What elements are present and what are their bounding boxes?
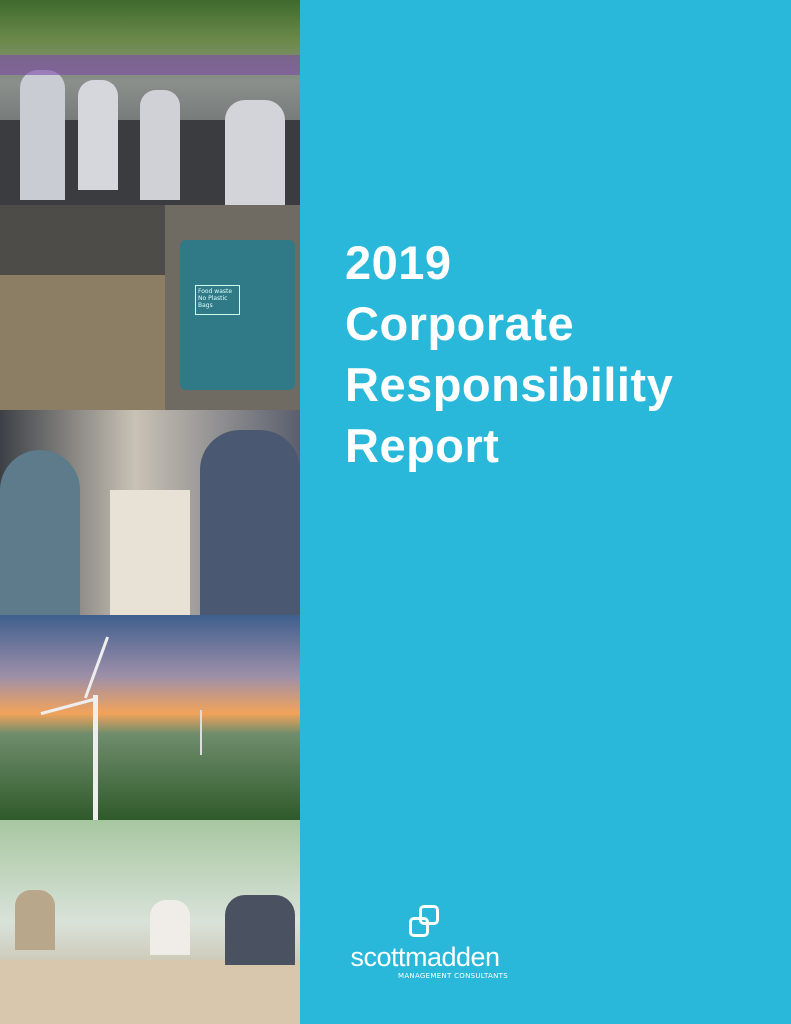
logo-mark-icon [407,905,443,941]
title-line: Corporate [345,297,575,350]
photo-waste-bin: Food waste No Plastic Bags [0,205,300,410]
photo-wind-turbines [0,615,300,820]
bin-label: Food waste No Plastic Bags [195,285,240,315]
photo-volunteers-packing [0,410,300,615]
logo-tagline: MANAGEMENT CONSULTANTS [398,972,508,980]
cover-panel: 2019 Corporate Responsibility Report sco… [300,0,791,1024]
bin-label-line: No Plastic Bags [198,295,228,309]
photo-charity-walk [0,0,300,205]
title-line: Report [345,419,500,472]
report-title: 2019 Corporate Responsibility Report [345,232,673,476]
photo-column: Food waste No Plastic Bags [0,0,300,1024]
scottmadden-logo: scottmadden MANAGEMENT CONSULTANTS [342,905,508,980]
logo-brand: scottmadden [350,942,500,972]
title-line: Responsibility [345,358,674,411]
title-line: 2019 [345,236,452,289]
bin-label-line: Food waste [198,288,233,295]
photo-office-meeting [0,820,300,1024]
